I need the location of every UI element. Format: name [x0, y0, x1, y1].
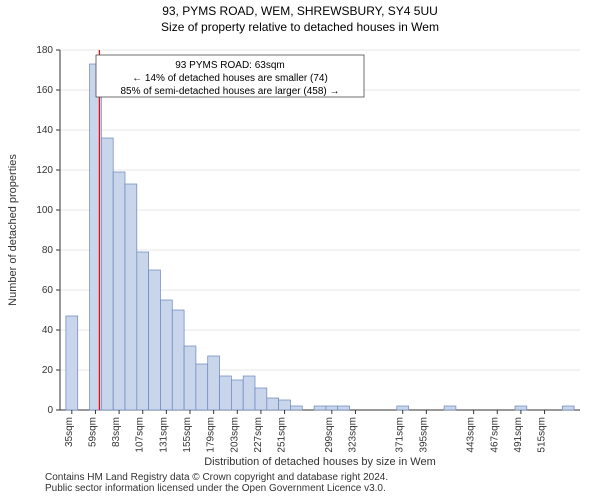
x-axis-label: Distribution of detached houses by size … — [204, 456, 436, 468]
svg-text:59sqm: 59sqm — [87, 417, 98, 447]
svg-text:491sqm: 491sqm — [513, 417, 524, 453]
histogram-bar — [160, 300, 172, 410]
svg-text:155sqm: 155sqm — [182, 417, 193, 453]
svg-text:140: 140 — [36, 125, 53, 136]
annotation-line3: 85% of semi-detached houses are larger (… — [120, 86, 339, 97]
histogram-bar — [290, 406, 302, 410]
histogram-bar — [267, 398, 279, 410]
svg-text:20: 20 — [42, 365, 54, 376]
svg-text:371sqm: 371sqm — [395, 417, 406, 453]
svg-text:467sqm: 467sqm — [489, 417, 500, 453]
svg-text:100: 100 — [36, 205, 53, 216]
svg-text:83sqm: 83sqm — [111, 417, 122, 447]
svg-text:0: 0 — [47, 405, 53, 416]
svg-text:323sqm: 323sqm — [347, 417, 358, 453]
histogram-bar — [184, 346, 196, 410]
copyright-line2: Public sector information licensed under… — [45, 483, 388, 494]
histogram-bar — [562, 406, 574, 410]
histogram-bar — [137, 252, 149, 410]
histogram-bar — [338, 406, 350, 410]
svg-text:179sqm: 179sqm — [206, 417, 217, 453]
copyright-line1: Contains HM Land Registry data © Crown c… — [45, 472, 388, 483]
histogram-bar — [231, 380, 243, 410]
histogram-bar — [66, 316, 78, 410]
copyright: Contains HM Land Registry data © Crown c… — [45, 472, 388, 494]
svg-text:443sqm: 443sqm — [466, 417, 477, 453]
histogram-bar — [314, 406, 326, 410]
histogram-bar — [125, 184, 137, 410]
histogram-svg: 0 20 40 60 80 100 120 140 160 180 35sqm 59sqm 83sqm 1… — [0, 40, 600, 470]
histogram-bar — [220, 376, 232, 410]
histogram-bar — [326, 406, 338, 410]
svg-text:515sqm: 515sqm — [537, 417, 548, 453]
histogram-bar — [279, 400, 291, 410]
annotation-line1: 93 PYMS ROAD: 63sqm — [175, 60, 284, 71]
svg-text:251sqm: 251sqm — [277, 417, 288, 453]
annotation-line2: ← 14% of detached houses are smaller (74… — [132, 73, 328, 84]
svg-text:227sqm: 227sqm — [253, 417, 264, 453]
histogram-bar — [196, 364, 208, 410]
histogram-bar — [113, 172, 125, 410]
chart-container: 93, PYMS ROAD, WEM, SHREWSBURY, SY4 5UU … — [0, 0, 600, 500]
svg-text:80: 80 — [42, 245, 54, 256]
svg-text:160: 160 — [36, 85, 53, 96]
histogram-bar — [255, 388, 267, 410]
svg-text:40: 40 — [42, 325, 54, 336]
title-main: 93, PYMS ROAD, WEM, SHREWSBURY, SY4 5UU — [0, 4, 600, 18]
histogram-bar — [444, 406, 456, 410]
svg-text:35sqm: 35sqm — [64, 417, 75, 447]
histogram-bar — [172, 310, 184, 410]
svg-text:203sqm: 203sqm — [229, 417, 240, 453]
histogram-bar — [101, 138, 113, 410]
svg-text:107sqm: 107sqm — [135, 417, 146, 453]
svg-text:60: 60 — [42, 285, 54, 296]
y-axis-label: Number of detached properties — [7, 154, 19, 306]
svg-text:395sqm: 395sqm — [418, 417, 429, 453]
title-sub: Size of property relative to detached ho… — [0, 20, 600, 34]
histogram-bar — [243, 376, 255, 410]
svg-text:180: 180 — [36, 45, 53, 56]
svg-text:299sqm: 299sqm — [324, 417, 335, 453]
histogram-bar — [397, 406, 409, 410]
histogram-bar — [149, 270, 161, 410]
histogram-bar — [208, 356, 220, 410]
svg-text:131sqm: 131sqm — [158, 417, 169, 453]
svg-text:120: 120 — [36, 165, 53, 176]
histogram-bar — [515, 406, 527, 410]
